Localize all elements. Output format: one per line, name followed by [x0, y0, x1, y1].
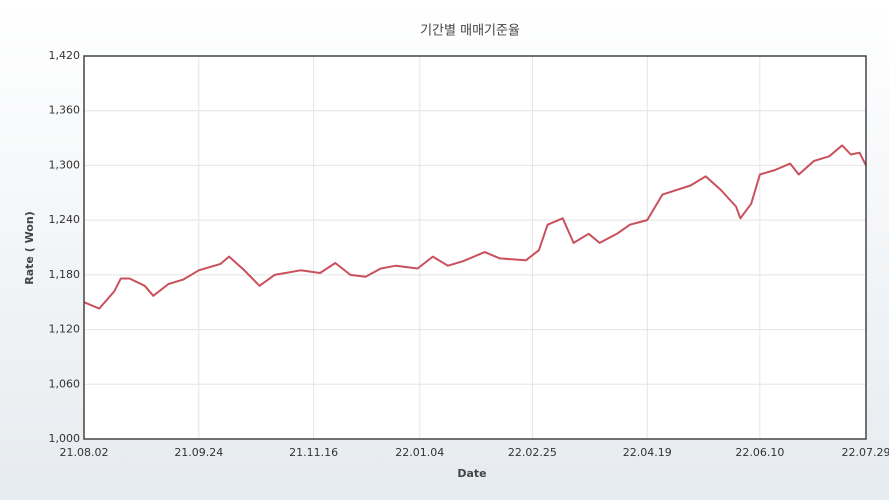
- x-tick-label: 22.04.19: [623, 446, 672, 459]
- x-axis-title: Date: [457, 467, 486, 480]
- x-tick-label: 21.09.24: [174, 446, 223, 459]
- y-tick-label: 1,360: [49, 104, 81, 117]
- x-tick-label: 22.06.10: [735, 446, 784, 459]
- y-tick-label: 1,180: [49, 268, 81, 281]
- y-tick-label: 1,060: [49, 377, 81, 390]
- x-tick-label: 22.01.04: [395, 446, 444, 459]
- y-tick-label: 1,120: [49, 323, 81, 336]
- y-axis-title: Rate ( Won): [23, 211, 36, 284]
- y-tick-label: 1,420: [49, 49, 81, 62]
- y-tick-label: 1,300: [49, 158, 81, 171]
- plot-area: [84, 56, 866, 439]
- x-tick-label: 21.08.02: [60, 446, 109, 459]
- y-tick-label: 1,000: [49, 432, 81, 445]
- plot-border: [83, 55, 867, 440]
- x-tick-label: 22.02.25: [508, 446, 557, 459]
- x-tick-label: 21.11.16: [289, 446, 338, 459]
- chart-title: 기간별 매매기준율: [420, 24, 520, 39]
- data-line: [83, 144, 867, 310]
- y-tick-label: 1,240: [49, 213, 81, 226]
- x-tick-label: 22.07.29: [842, 446, 889, 459]
